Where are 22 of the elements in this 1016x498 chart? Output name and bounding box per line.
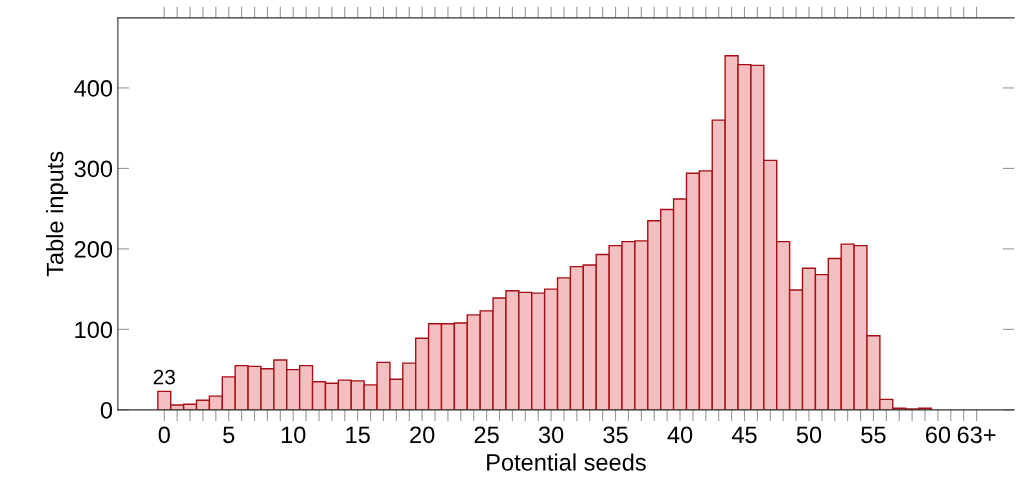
- y-tick-label: 0: [100, 401, 113, 419]
- x-tick-label: 30: [538, 426, 564, 444]
- x-tick-label: 45: [731, 426, 757, 444]
- x-tick-label: 60: [925, 426, 951, 444]
- y-axis-title: Table inputs: [46, 151, 69, 277]
- x-tick-label: 35: [603, 426, 628, 444]
- x-tick-label: 55: [861, 426, 886, 444]
- y-tick-label: 200: [74, 240, 113, 258]
- x-tick-label: 50: [796, 426, 822, 444]
- x-tick-label: 20: [410, 426, 435, 444]
- x-tick-label: 5: [223, 426, 235, 444]
- x-tick-label: 63+: [957, 426, 996, 444]
- data-label: 23: [153, 369, 175, 385]
- y-tick-label: 300: [74, 160, 113, 178]
- x-tick-label: 40: [667, 426, 693, 444]
- y-tick-label: 100: [75, 321, 113, 339]
- x-tick-label: 0: [158, 426, 170, 444]
- x-tick-label: 25: [474, 426, 499, 444]
- x-tick-label: 15: [346, 426, 370, 444]
- y-tick-label: 400: [74, 80, 113, 97]
- x-tick-label: 10: [281, 426, 306, 444]
- x-axis-title: Potential seeds: [487, 453, 646, 471]
